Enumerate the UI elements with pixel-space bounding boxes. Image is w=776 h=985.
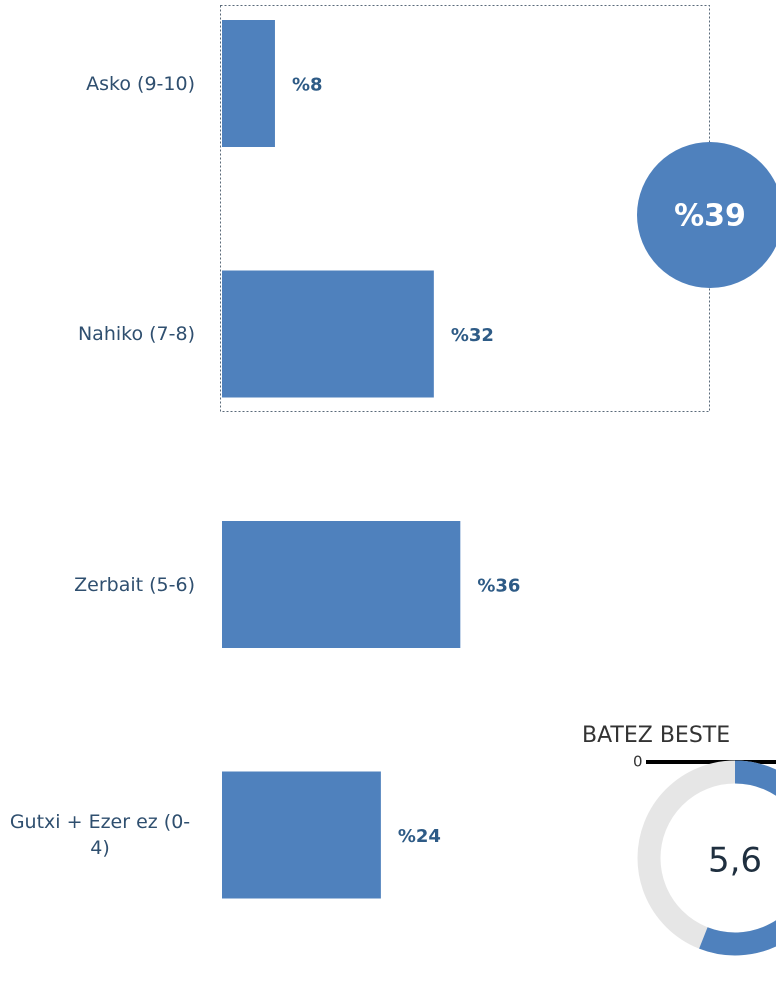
category-label: Asko (9-10) bbox=[86, 72, 195, 95]
highlight-bubble bbox=[637, 142, 776, 288]
bar bbox=[222, 20, 275, 147]
category-label: Nahiko (7-8) bbox=[77, 323, 195, 345]
bar bbox=[222, 521, 461, 648]
gauge-arc bbox=[699, 760, 776, 956]
gauge-value-label: 5,6 bbox=[708, 841, 762, 881]
gauge-min-label: 0 bbox=[633, 753, 643, 771]
bar bbox=[222, 270, 434, 398]
highlight-label: %39 bbox=[674, 199, 746, 234]
value-label: %24 bbox=[398, 826, 441, 847]
value-label: %36 bbox=[477, 576, 520, 597]
gauge-title: BATEZ BESTE bbox=[582, 723, 730, 748]
category-label: Gutxi + Ezer ez (0-4) bbox=[9, 811, 191, 859]
value-label: %32 bbox=[451, 325, 494, 346]
bar bbox=[222, 771, 381, 899]
value-label: %8 bbox=[292, 75, 323, 96]
category-label: Zerbait (5-6) bbox=[74, 573, 195, 596]
